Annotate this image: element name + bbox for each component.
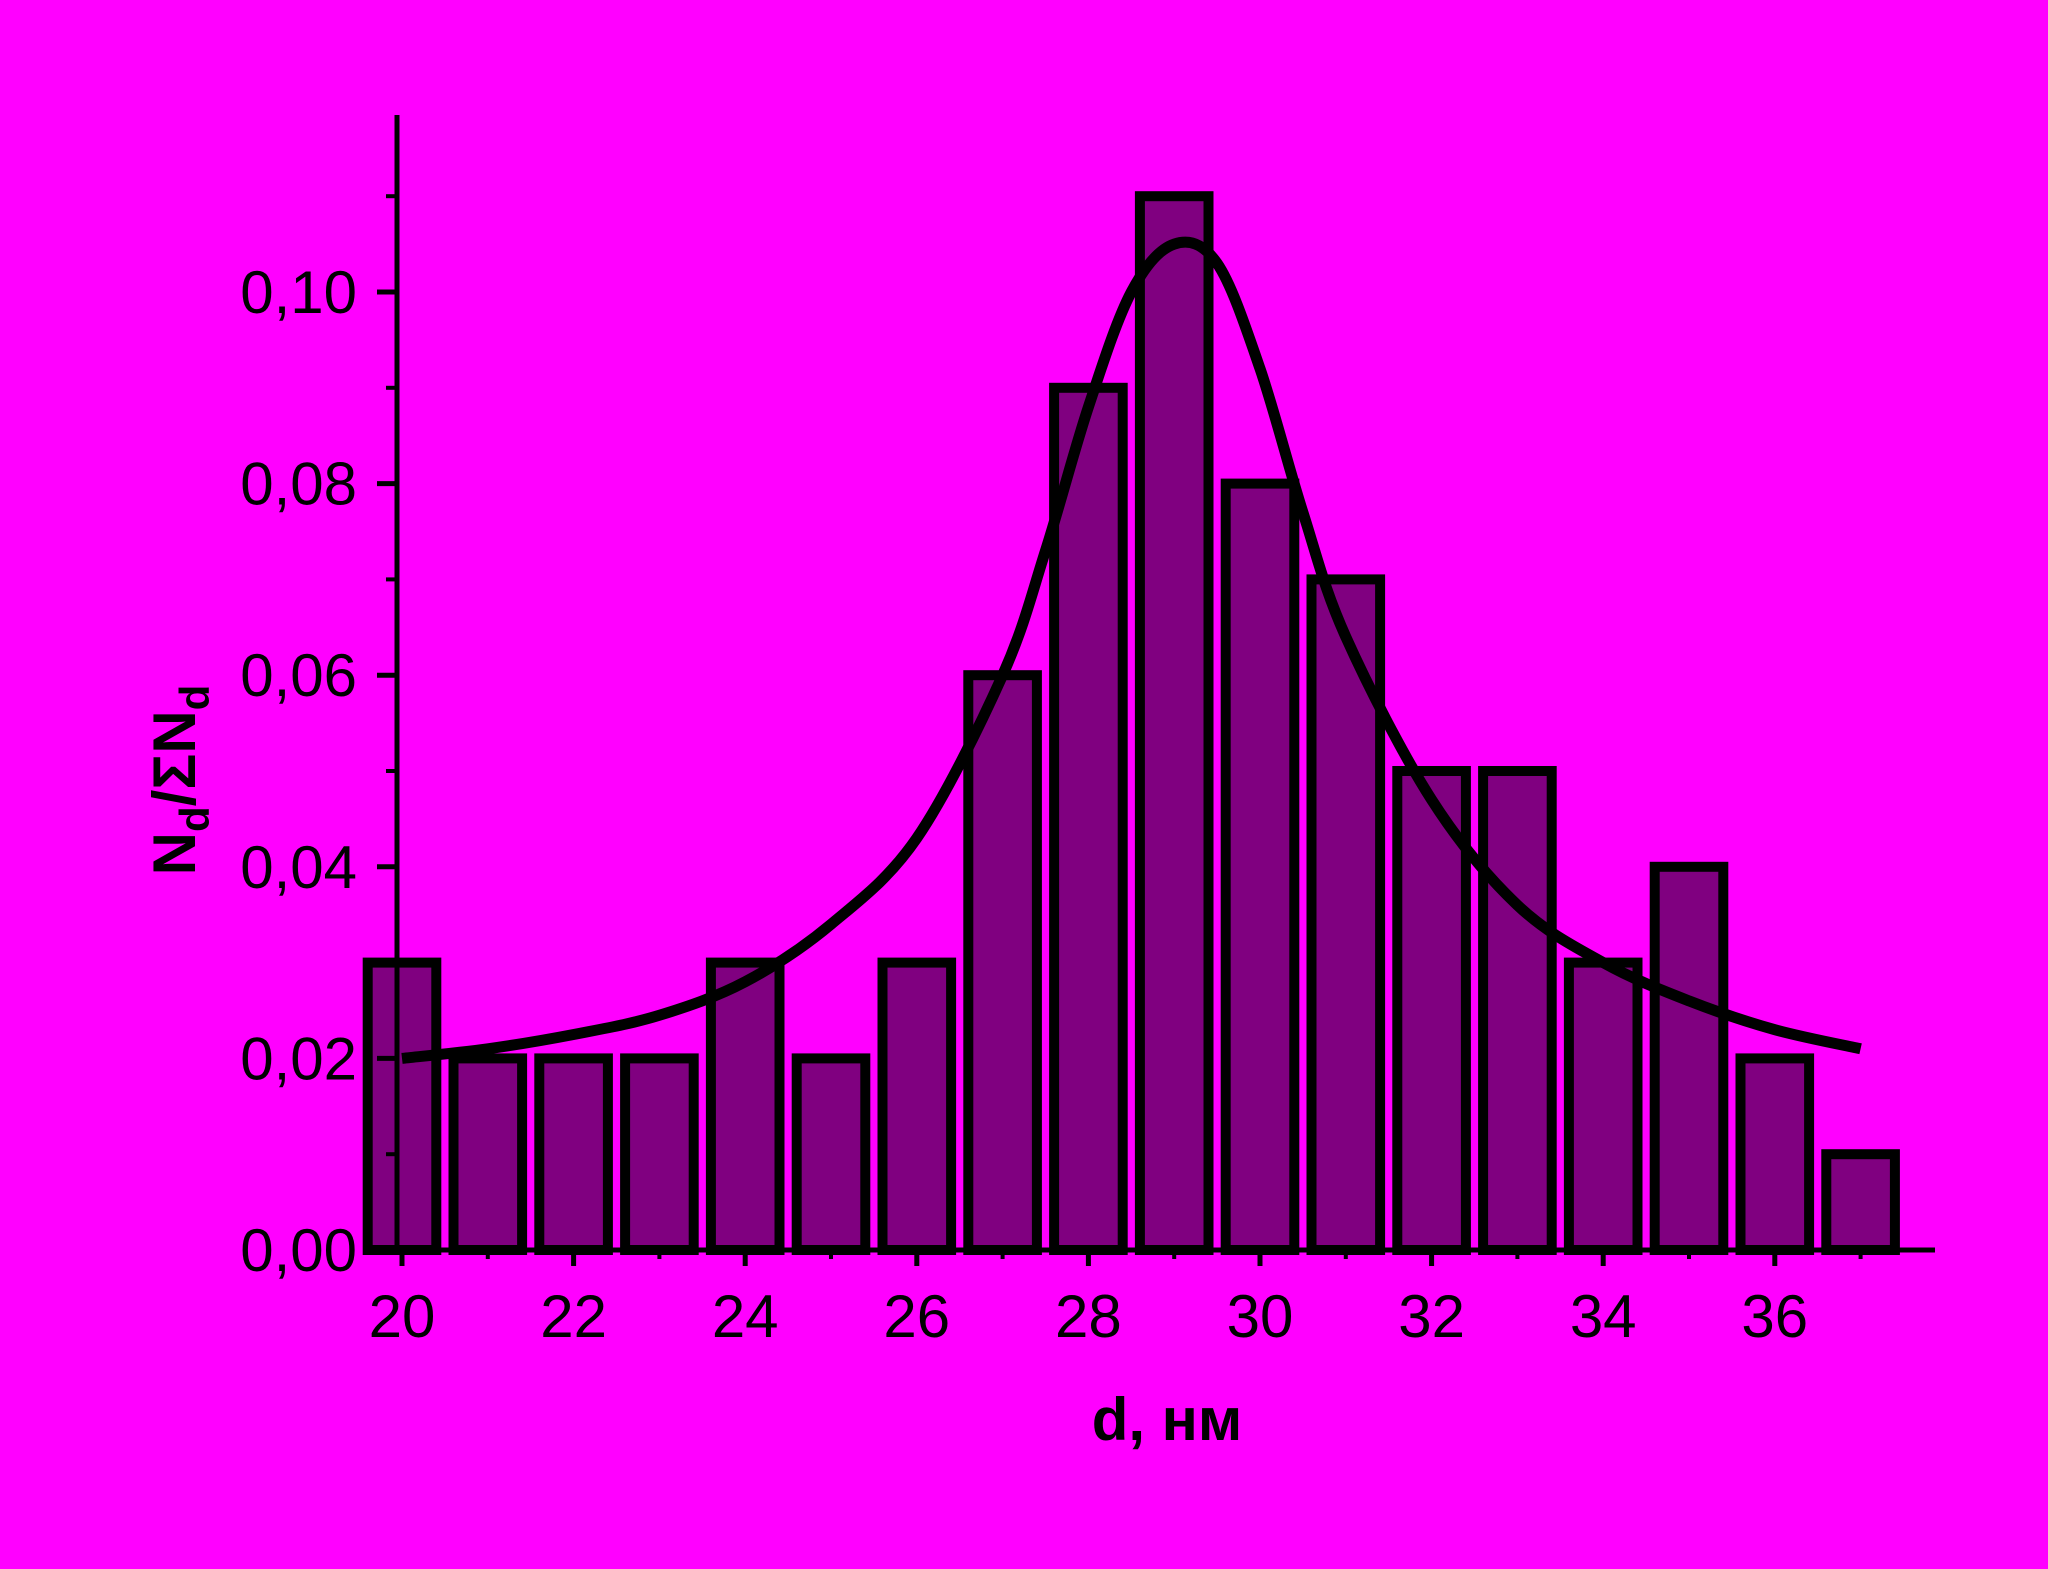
bar-23 <box>620 1053 699 1256</box>
y-axis-label-n: N <box>141 832 208 875</box>
bar-30 <box>1220 478 1300 1256</box>
bar-21 <box>448 1053 528 1256</box>
y-tick-label-1: 0,02 <box>240 1025 357 1092</box>
x-tick-label-36: 36 <box>1741 1283 1808 1350</box>
bar-28 <box>1049 382 1128 1255</box>
x-tick-label-28: 28 <box>1055 1283 1122 1350</box>
y-axis-label-sub2: d <box>171 685 218 711</box>
y-axis-label: Nd/ΣNd <box>141 685 218 876</box>
x-tick-label-24: 24 <box>712 1283 779 1350</box>
bar-34 <box>1563 957 1643 1255</box>
bar-24 <box>705 957 785 1255</box>
x-tick-label-32: 32 <box>1398 1283 1465 1350</box>
y-tick-label-3: 0,06 <box>240 642 357 709</box>
x-tick-label-26: 26 <box>883 1283 950 1350</box>
y-tick-label-2: 0,04 <box>240 834 357 901</box>
y-tick-label-4: 0,08 <box>240 451 357 518</box>
x-axis-label: d, нм <box>1092 1386 1243 1453</box>
bar-27 <box>963 670 1042 1255</box>
bars-group <box>362 191 1900 1256</box>
x-tick-label-20: 20 <box>369 1283 436 1350</box>
y-tick-label-5: 0,10 <box>240 259 357 326</box>
bar-26 <box>877 957 957 1255</box>
bar-33 <box>1478 766 1557 1255</box>
fit-curve-line <box>401 236 1862 1064</box>
bar-29 <box>1134 191 1214 1256</box>
ticks-group: 20 22 24 26 28 30 32 34 36 0,00 0,02 0,04 0,06 0,08 0,… <box>240 194 1863 1350</box>
y-axis-label-sub1: d <box>171 806 218 832</box>
fit-curve-group <box>401 236 1862 1064</box>
x-tick-label-30: 30 <box>1227 1283 1294 1350</box>
x-tick-label-22: 22 <box>540 1283 607 1350</box>
bar-36 <box>1735 1053 1815 1256</box>
bar-20 <box>362 957 442 1255</box>
bar-25 <box>791 1053 871 1256</box>
y-axis-label-mid: /ΣN <box>141 710 208 806</box>
bar-22 <box>534 1053 613 1256</box>
x-tick-label-34: 34 <box>1570 1283 1637 1350</box>
y-tick-label-0: 0,00 <box>240 1217 357 1284</box>
bar-37 <box>1821 1149 1900 1255</box>
bar-35 <box>1649 861 1729 1255</box>
